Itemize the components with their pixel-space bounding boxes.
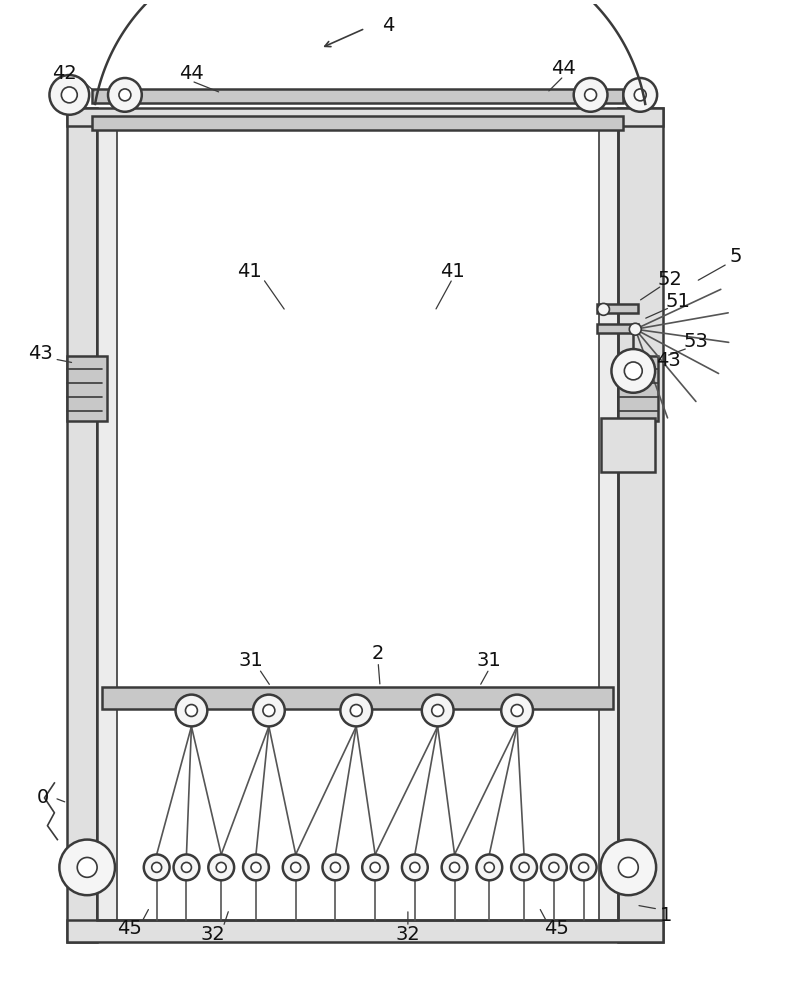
Bar [97, 126, 619, 920]
Circle shape [422, 695, 454, 726]
Circle shape [571, 854, 597, 880]
Circle shape [49, 75, 89, 115]
Text: 41: 41 [236, 262, 261, 281]
Circle shape [253, 695, 285, 726]
Bar [68, 356, 107, 421]
Circle shape [442, 854, 467, 880]
Text: 45: 45 [544, 919, 569, 938]
Circle shape [541, 854, 567, 880]
Circle shape [251, 862, 261, 872]
Circle shape [402, 854, 428, 880]
Text: 1: 1 [660, 906, 672, 925]
Bar [619, 356, 658, 421]
Circle shape [612, 349, 655, 393]
Text: 31: 31 [477, 651, 502, 670]
Circle shape [152, 862, 162, 872]
Circle shape [502, 695, 533, 726]
Text: 53: 53 [684, 332, 708, 351]
Text: 0: 0 [36, 788, 49, 807]
Circle shape [549, 862, 559, 872]
Circle shape [77, 857, 97, 877]
Bar [619, 108, 663, 942]
Circle shape [283, 854, 309, 880]
Text: 51: 51 [666, 292, 690, 311]
Bar [68, 108, 663, 126]
Text: 44: 44 [551, 59, 576, 78]
Circle shape [216, 862, 226, 872]
Circle shape [263, 705, 275, 716]
Text: 4: 4 [382, 16, 394, 35]
Bar [92, 89, 623, 103]
Circle shape [484, 862, 495, 872]
Circle shape [341, 695, 372, 726]
Circle shape [623, 78, 657, 112]
Circle shape [208, 854, 234, 880]
Circle shape [519, 862, 529, 872]
Text: 44: 44 [179, 64, 204, 83]
Bar [597, 324, 638, 333]
Circle shape [585, 89, 597, 101]
Circle shape [574, 78, 608, 112]
Circle shape [619, 857, 638, 877]
Bar [92, 116, 623, 130]
Circle shape [476, 854, 502, 880]
Circle shape [601, 840, 656, 895]
Circle shape [511, 705, 523, 716]
Text: 32: 32 [396, 925, 420, 944]
Circle shape [176, 695, 207, 726]
Text: 43: 43 [655, 351, 681, 370]
Circle shape [432, 705, 444, 716]
Circle shape [450, 862, 459, 872]
Circle shape [173, 854, 199, 880]
Text: 32: 32 [201, 925, 225, 944]
Bar [598, 126, 619, 920]
Text: 2: 2 [372, 644, 385, 663]
Circle shape [350, 705, 362, 716]
Circle shape [144, 854, 170, 880]
Circle shape [579, 862, 589, 872]
Text: 42: 42 [52, 64, 77, 83]
Circle shape [185, 705, 197, 716]
Text: 52: 52 [658, 270, 682, 289]
Circle shape [243, 854, 269, 880]
Circle shape [624, 362, 642, 380]
Text: 41: 41 [440, 262, 465, 281]
Text: 5: 5 [729, 247, 742, 266]
Bar [68, 108, 97, 942]
Circle shape [61, 87, 77, 103]
Text: 31: 31 [239, 651, 264, 670]
Circle shape [108, 78, 142, 112]
Circle shape [630, 323, 641, 335]
Circle shape [119, 89, 131, 101]
Bar [68, 920, 663, 942]
Circle shape [362, 854, 388, 880]
Circle shape [330, 862, 341, 872]
Bar [102, 687, 613, 709]
Circle shape [634, 89, 646, 101]
Circle shape [597, 303, 609, 315]
Circle shape [410, 862, 420, 872]
Circle shape [290, 862, 301, 872]
Text: 43: 43 [28, 344, 53, 363]
Circle shape [511, 854, 537, 880]
Circle shape [323, 854, 349, 880]
Circle shape [371, 862, 380, 872]
Bar [601, 418, 655, 472]
Circle shape [60, 840, 115, 895]
Circle shape [181, 862, 192, 872]
Bar [597, 304, 638, 313]
Text: 45: 45 [118, 919, 142, 938]
Bar [97, 126, 117, 920]
